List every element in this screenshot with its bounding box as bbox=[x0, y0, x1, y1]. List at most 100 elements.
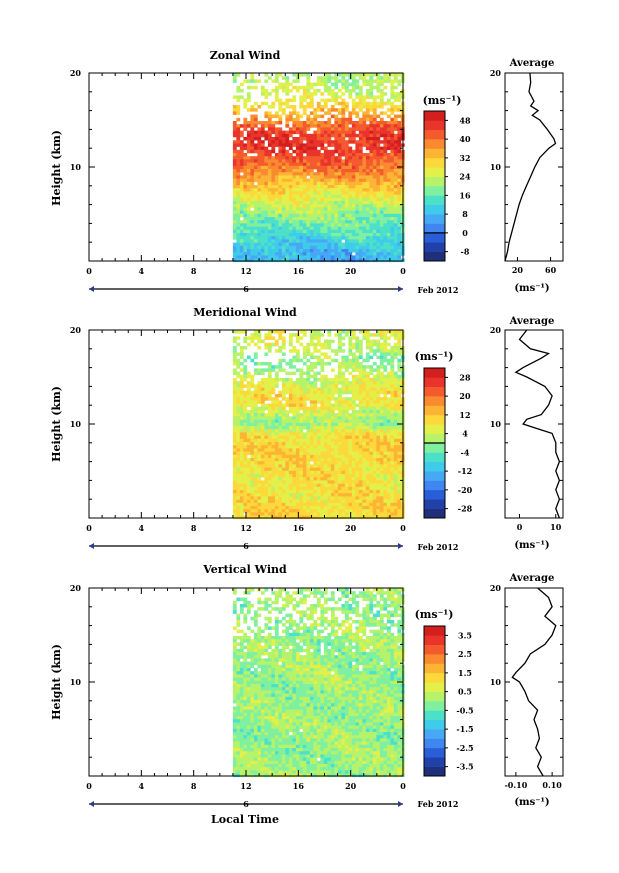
heatmap-cell bbox=[306, 127, 311, 131]
heatmap-cell bbox=[330, 223, 335, 227]
heatmap-cell bbox=[355, 454, 360, 459]
heatmap-cell bbox=[372, 137, 377, 141]
heatmap-cell bbox=[358, 445, 363, 449]
heatmap-cell bbox=[355, 220, 360, 224]
heatmap-cell bbox=[323, 165, 328, 170]
heatmap-cell bbox=[313, 515, 318, 520]
heatmap-cell bbox=[239, 149, 244, 154]
heatmap-cell bbox=[337, 454, 342, 459]
heatmap-cell bbox=[341, 252, 346, 256]
heatmap-cell bbox=[379, 172, 384, 176]
heatmap-cell bbox=[323, 111, 328, 115]
heatmap-cell bbox=[274, 413, 279, 417]
heatmap-cell bbox=[397, 140, 402, 144]
heatmap-cell bbox=[358, 124, 363, 128]
heatmap-cell bbox=[243, 486, 248, 491]
heatmap-cell bbox=[358, 397, 363, 401]
heatmap-cell bbox=[376, 146, 381, 151]
heatmap-cell bbox=[257, 236, 262, 240]
heatmap-cell bbox=[348, 486, 353, 491]
heatmap-cell bbox=[257, 397, 262, 401]
heatmap-cell bbox=[253, 149, 258, 154]
heatmap-cell bbox=[267, 512, 272, 516]
heatmap-cell bbox=[390, 204, 395, 208]
heatmap-cell bbox=[246, 130, 251, 135]
heatmap-cell bbox=[390, 258, 395, 263]
heatmap-cell bbox=[267, 442, 272, 446]
heatmap-cell bbox=[232, 229, 237, 234]
heatmap-cell bbox=[327, 165, 332, 170]
heatmap-cell bbox=[236, 448, 241, 452]
heatmap-cell bbox=[341, 169, 346, 173]
heatmap-cell bbox=[341, 204, 346, 208]
heatmap-cell bbox=[365, 429, 370, 433]
heatmap-cell bbox=[323, 397, 328, 401]
heatmap-cell bbox=[330, 82, 335, 87]
heatmap-cell bbox=[246, 502, 251, 507]
heatmap-cell bbox=[390, 156, 395, 160]
heatmap-cell bbox=[351, 384, 356, 388]
heatmap-cell bbox=[250, 137, 255, 141]
heatmap-cell bbox=[264, 165, 269, 170]
heatmap-cell bbox=[257, 336, 262, 340]
heatmap-cell bbox=[243, 245, 248, 250]
heatmap-cell bbox=[281, 461, 286, 465]
heatmap-cell bbox=[264, 384, 269, 388]
heatmap-cell bbox=[302, 346, 307, 350]
heatmap-cell bbox=[260, 480, 265, 484]
heatmap-cell bbox=[341, 130, 346, 135]
heatmap-cell bbox=[257, 445, 262, 449]
heatmap-cell bbox=[320, 130, 325, 135]
heatmap-cell bbox=[278, 438, 283, 443]
heatmap-cell bbox=[243, 483, 248, 488]
heatmap-cell bbox=[386, 165, 391, 170]
heatmap-cell bbox=[302, 242, 307, 247]
heatmap-cell bbox=[390, 252, 395, 256]
heatmap-cell bbox=[278, 85, 283, 90]
heatmap-cell bbox=[320, 79, 325, 83]
heatmap-cell bbox=[379, 121, 384, 125]
heatmap-cell bbox=[232, 483, 237, 488]
heatmap-cell bbox=[243, 394, 248, 398]
heatmap-cell bbox=[246, 474, 251, 478]
heatmap-cell bbox=[264, 477, 269, 481]
heatmap-cell bbox=[323, 79, 328, 83]
heatmap-cell bbox=[295, 137, 300, 141]
heatmap-cell bbox=[316, 213, 321, 218]
heatmap-cell bbox=[365, 474, 370, 478]
heatmap-cell bbox=[264, 387, 269, 392]
heatmap-cell bbox=[386, 490, 391, 494]
heatmap-cell bbox=[379, 249, 384, 253]
heatmap-cell bbox=[299, 493, 304, 497]
heatmap-cell bbox=[362, 197, 367, 202]
heatmap-cell bbox=[232, 349, 237, 353]
heatmap-cell bbox=[330, 124, 335, 128]
heatmap-cell bbox=[372, 512, 377, 516]
heatmap-cell bbox=[299, 438, 304, 443]
heatmap-cell bbox=[358, 342, 363, 347]
heatmap-cell bbox=[292, 181, 297, 186]
colorbar-segment bbox=[424, 176, 445, 187]
heatmap-cell bbox=[376, 153, 381, 157]
heatmap-cell bbox=[281, 213, 286, 218]
heatmap-cell bbox=[246, 387, 251, 392]
heatmap-cell bbox=[386, 223, 391, 227]
heatmap-cell bbox=[348, 210, 353, 215]
heatmap-cell bbox=[372, 255, 377, 259]
heatmap-cell bbox=[267, 226, 272, 231]
heatmap-cell bbox=[278, 454, 283, 459]
heatmap-cell bbox=[253, 156, 258, 160]
heatmap-cell bbox=[278, 172, 283, 176]
heatmap-cell bbox=[397, 258, 402, 263]
heatmap-cell bbox=[309, 143, 314, 147]
heatmap-cell bbox=[271, 483, 276, 488]
heatmap-cell bbox=[358, 406, 363, 411]
heatmap-cell bbox=[351, 162, 356, 167]
heatmap-cell bbox=[288, 477, 293, 481]
heatmap-cell bbox=[390, 111, 395, 115]
heatmap-cell bbox=[243, 454, 248, 459]
heatmap-cell bbox=[288, 133, 293, 138]
heatmap-cell bbox=[393, 229, 398, 234]
heatmap-cell bbox=[274, 172, 279, 176]
heatmap-cell bbox=[351, 210, 356, 215]
